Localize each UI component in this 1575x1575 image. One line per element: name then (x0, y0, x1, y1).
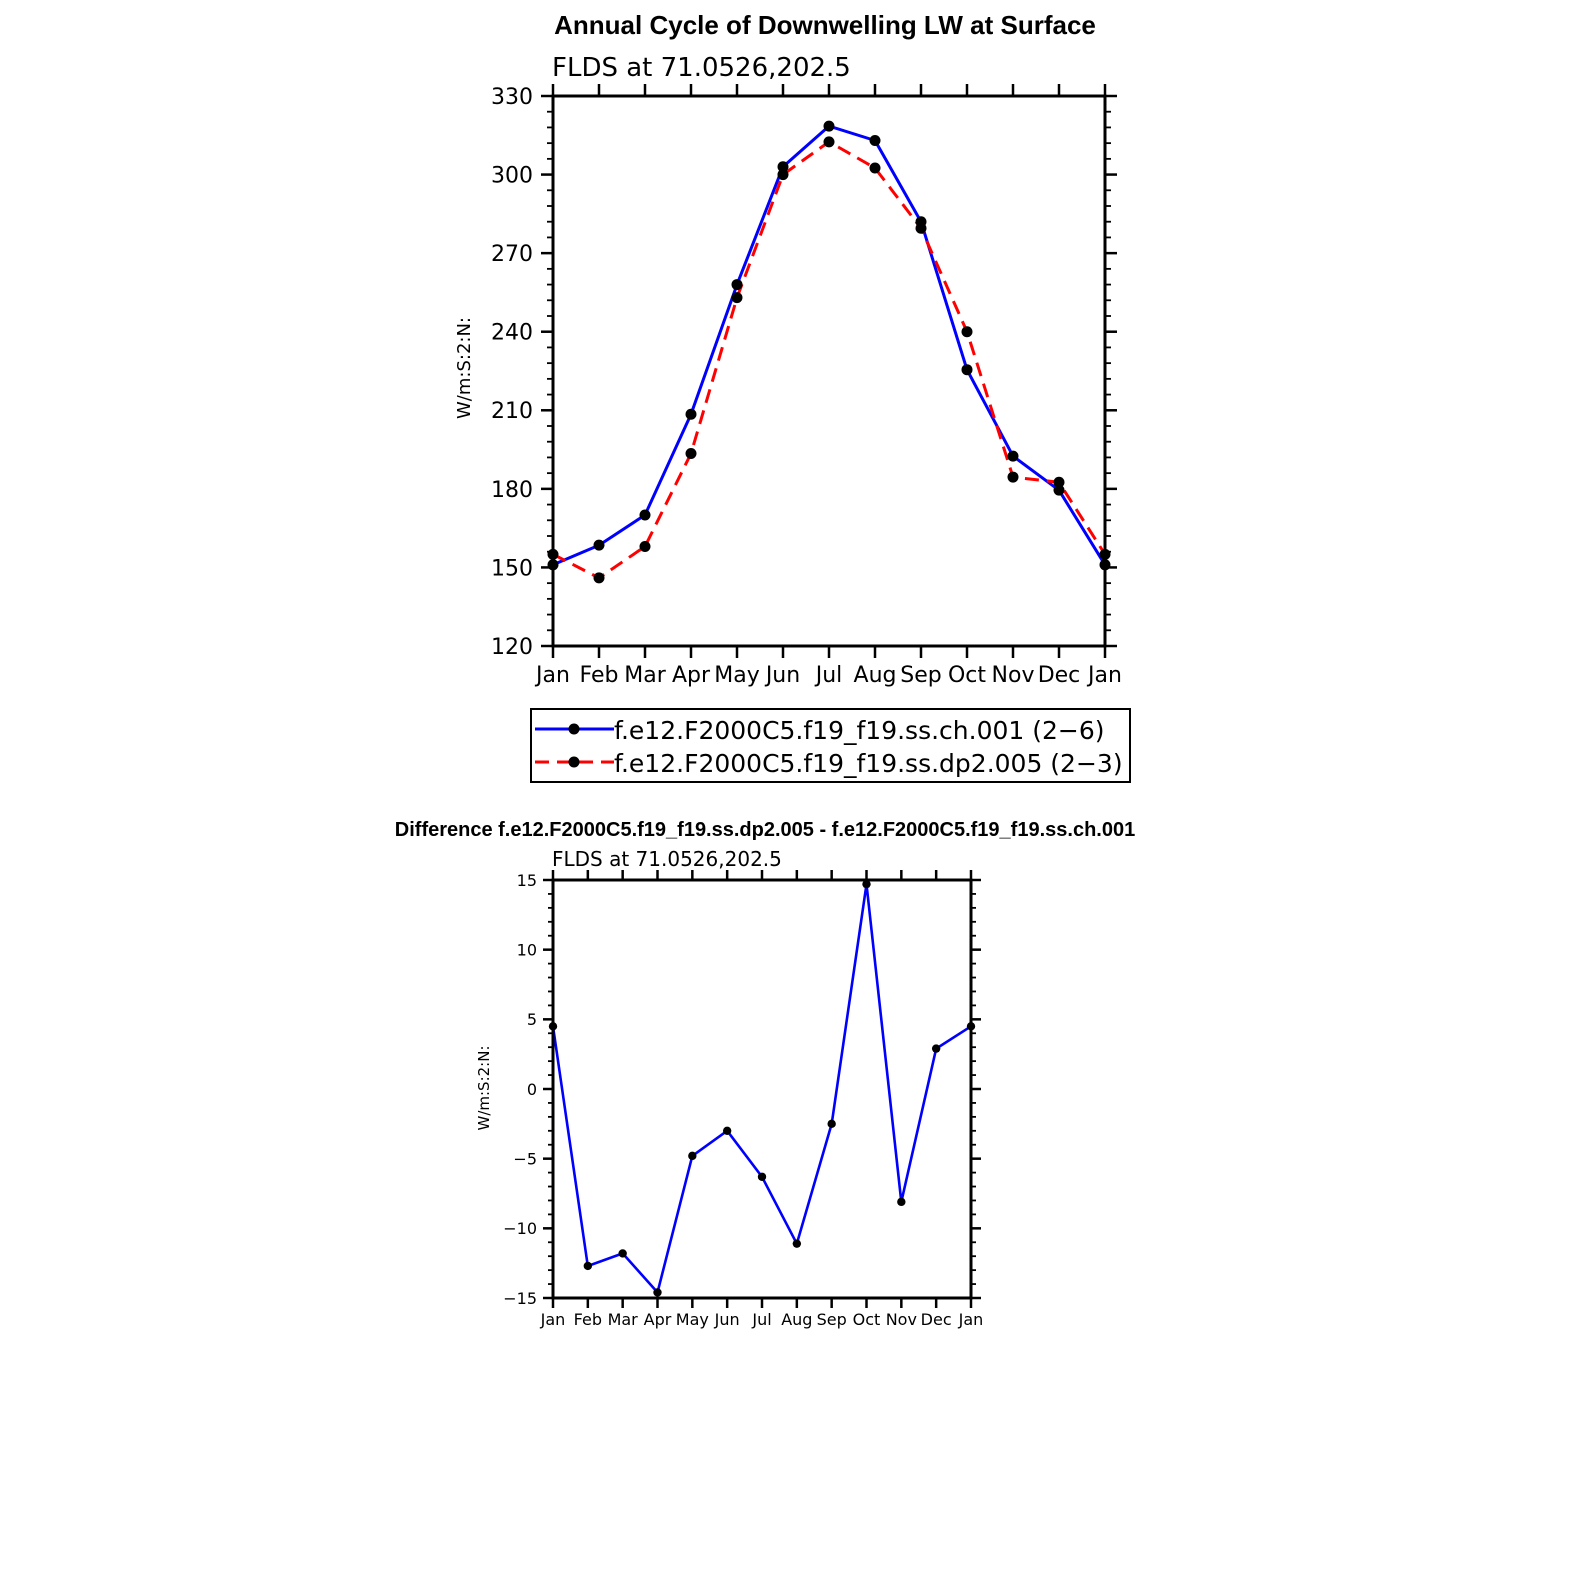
y-axis-label: W/m:S:2:N: (475, 1046, 493, 1131)
series-line-2 (552, 140, 1107, 580)
series-2-point (823, 136, 835, 148)
series-1-point (827, 1119, 836, 1129)
y-tick-label: −10 (503, 1219, 537, 1238)
series-1-point (618, 1249, 627, 1258)
y-tick-label: 5 (527, 1010, 537, 1029)
y-tick-label: 10 (517, 940, 537, 959)
x-tick-label: Feb (574, 1310, 602, 1329)
x-tick-label: Mar (608, 1310, 639, 1329)
series-1-point (685, 408, 697, 420)
x-tick-label: Dec (1038, 663, 1081, 688)
series-1-point (862, 879, 871, 889)
series-line-1 (551, 882, 972, 1294)
series-2-point (731, 292, 743, 304)
y-axis-label: W/m:S:2:N: (454, 317, 475, 419)
series-1-point (653, 1288, 662, 1297)
y-tick-label: 240 (491, 321, 533, 346)
y-tick-label: 150 (491, 556, 533, 581)
series-group (548, 879, 976, 1297)
y-tick-label: 180 (491, 478, 533, 503)
x-tick-label: Jan (540, 1310, 566, 1329)
x-tick-label: Aug (781, 1310, 812, 1329)
series-1-point (1007, 450, 1019, 462)
chart-subtitle: FLDS at 71.0526,202.5 (552, 53, 851, 83)
x-tick-label: Jul (751, 1310, 771, 1329)
x-tick-label: Sep (900, 663, 941, 688)
series-1-point (823, 120, 835, 132)
series-1-point (777, 161, 789, 173)
y-tick-label: 270 (491, 242, 533, 267)
plot-frame (551, 878, 973, 1300)
series-1-point (1053, 484, 1065, 496)
legend-marker-series-1 (568, 723, 580, 735)
legend-marker-series-2 (568, 756, 580, 768)
series-2-point (915, 222, 927, 234)
series-1-point (931, 1044, 941, 1053)
chart-subtitle: FLDS at 71.0526,202.5 (552, 847, 782, 871)
series-2-point (1007, 471, 1019, 483)
series-1-point (583, 1261, 593, 1271)
x-tick-label: Jan (534, 663, 570, 688)
legend: f.e12.F2000C5.f19_f19.ss.ch.001 (2−6) f.… (530, 708, 1131, 783)
series-2-point (961, 326, 973, 338)
y-tick-label: −5 (513, 1149, 537, 1168)
y-tick-label: 300 (491, 163, 533, 188)
x-tick-label: Jun (714, 1310, 740, 1329)
x-tick-label: Dec (921, 1310, 952, 1329)
series-2-point (777, 169, 789, 181)
legend-box (530, 708, 1131, 783)
x-tick-label: Oct (853, 1310, 881, 1329)
x-tick-label: Sep (817, 1310, 847, 1329)
plot-frame (551, 94, 1107, 648)
series-1-point (869, 135, 881, 147)
y-tick-label: 15 (517, 871, 537, 890)
x-tick-label: Apr (644, 1310, 672, 1329)
chart-title: Difference f.e12.F2000C5.f19_f19.ss.dp2.… (395, 819, 1135, 841)
y-tick-label: 0 (527, 1080, 537, 1099)
y-tick-label: 120 (491, 635, 533, 660)
x-tick-label: Feb (580, 663, 619, 688)
series-1-point (897, 1197, 906, 1207)
difference-chart: Difference f.e12.F2000C5.f19_f19.ss.dp2.… (395, 819, 1135, 1329)
x-tick-label: Mar (624, 663, 666, 688)
y-tick-label: −15 (503, 1289, 537, 1308)
y-tick-label: 210 (491, 399, 533, 424)
x-tick-label: May (714, 663, 759, 688)
x-tick-label: May (676, 1310, 709, 1329)
series-1-point (792, 1239, 802, 1248)
series-1-point (757, 1172, 767, 1181)
series-1-point (639, 509, 651, 521)
series-group (547, 120, 1111, 584)
series-1-point (593, 539, 605, 551)
x-tick-label: Aug (854, 663, 897, 688)
annual-cycle-chart: Annual Cycle of Downwelling LW at Surfac… (454, 10, 1131, 783)
series-2-point (869, 162, 881, 174)
x-tick-label: Nov (886, 1310, 917, 1329)
x-tick-label: Apr (672, 663, 711, 688)
x-tick-label: Oct (948, 663, 986, 688)
series-1-point (688, 1151, 697, 1161)
series-1-point (722, 1126, 732, 1136)
legend-label-series-1: f.e12.F2000C5.f19_f19.ss.ch.001 (2−6) (614, 716, 1105, 745)
x-tick-label: Nov (992, 663, 1035, 688)
series-2-point (639, 540, 651, 552)
tick-group: Jan Feb Mar Apr May Jun Jul Aug Sep Oct Nov Dec Jan1… (491, 84, 1122, 688)
series-2-point (685, 448, 697, 459)
legend-label-series-2: f.e12.F2000C5.f19_f19.ss.dp2.005 (2−3) (614, 749, 1123, 778)
series-1-point (961, 364, 973, 376)
y-tick-label: 330 (491, 85, 533, 110)
series-2-point (1053, 476, 1065, 488)
tick-group: Jan Feb Mar Apr May Jun Jul Aug Sep Oct Nov Dec Jan−… (503, 870, 983, 1329)
series-line-1 (552, 124, 1107, 567)
series-2-point (593, 572, 605, 584)
series-1-point (731, 279, 743, 291)
x-tick-label: Jun (764, 663, 800, 688)
x-tick-label: Jan (1086, 663, 1122, 688)
x-tick-label: Jul (814, 663, 843, 688)
chart-title: Annual Cycle of Downwelling LW at Surfac… (554, 10, 1096, 40)
x-tick-label: Jan (958, 1310, 984, 1329)
